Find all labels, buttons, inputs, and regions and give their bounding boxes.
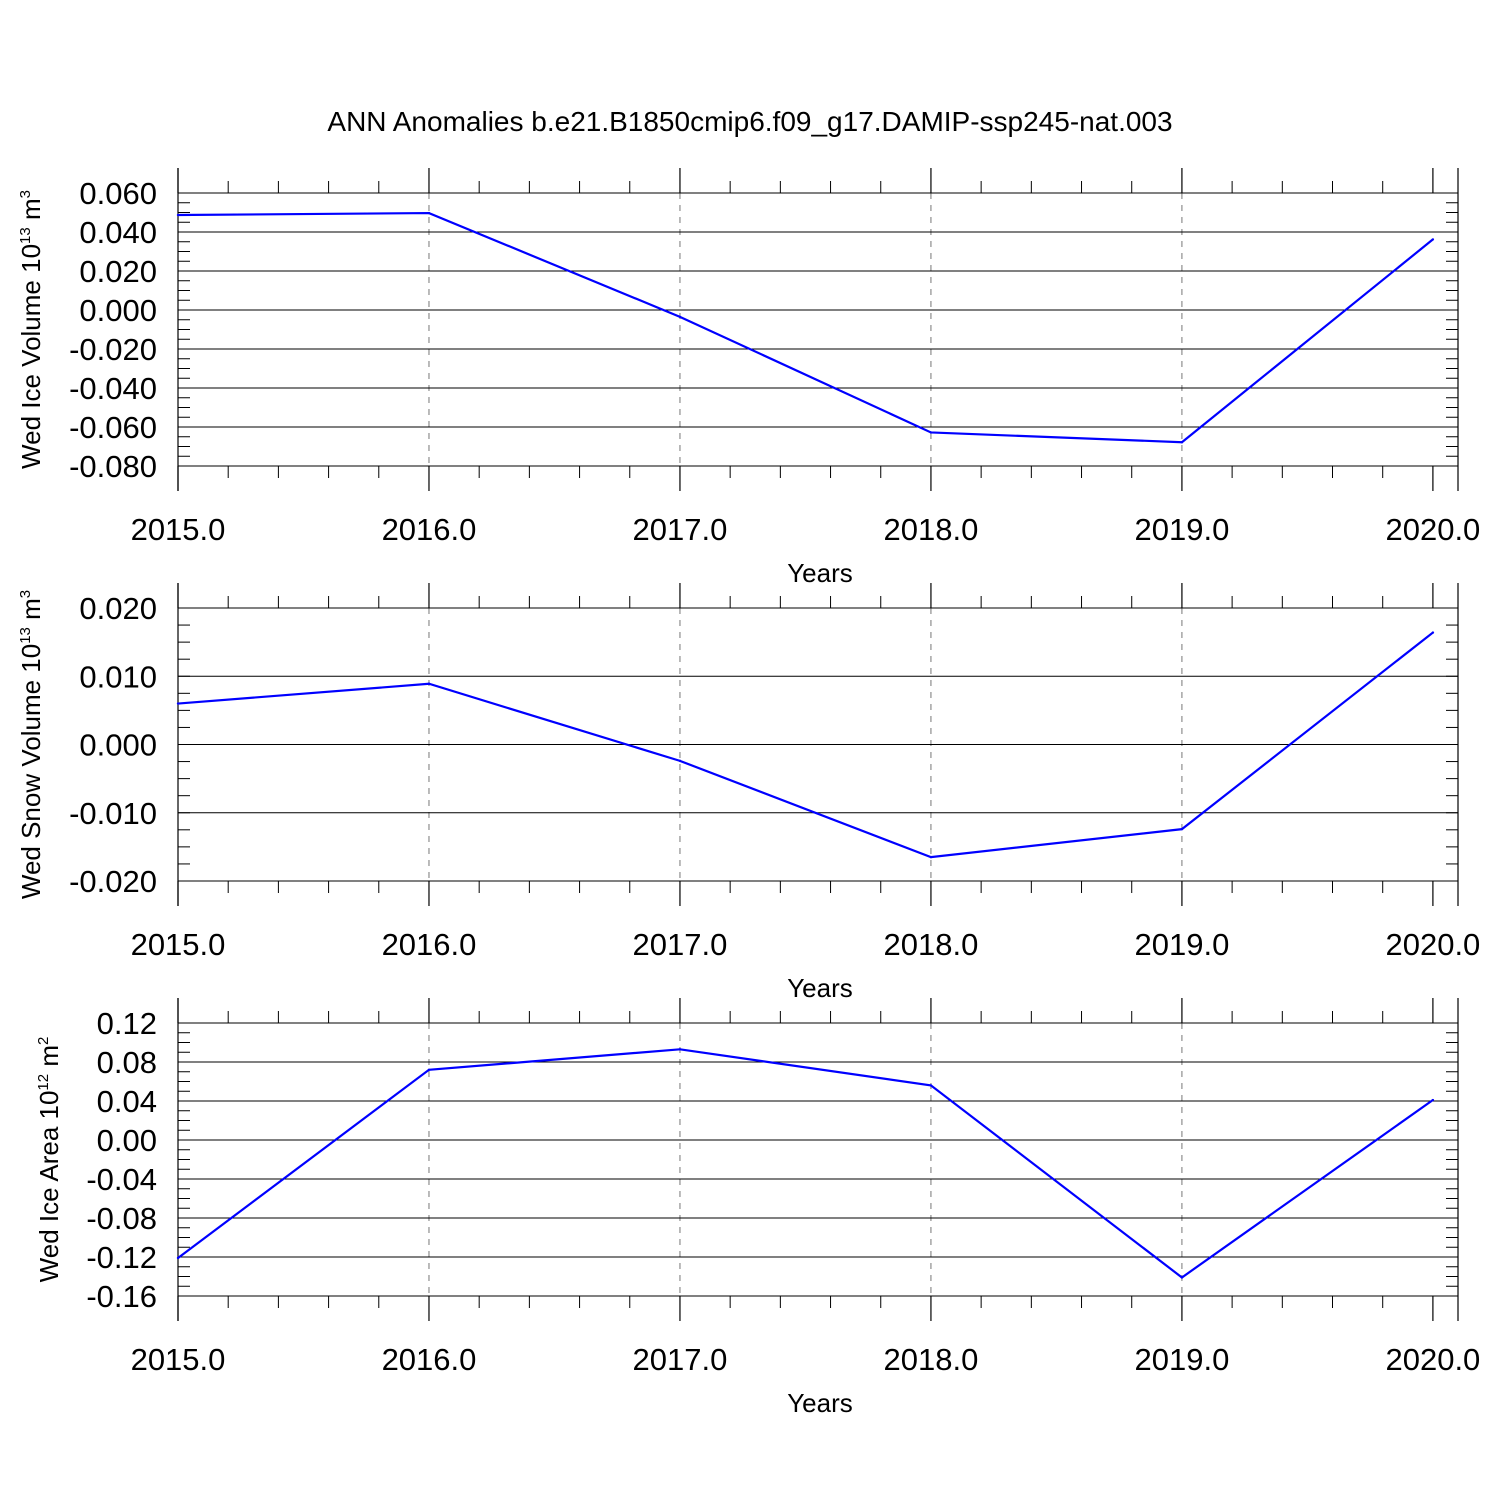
y-tick-label: 0.060 [79, 176, 157, 211]
x-tick-label: 2018.0 [884, 1342, 979, 1377]
data-point [1180, 441, 1184, 444]
y-tick-label: 0.020 [79, 254, 157, 289]
y-tick-label: -0.16 [86, 1279, 157, 1314]
data-point [427, 682, 431, 685]
data-point [1431, 1098, 1435, 1102]
y-axis-title: Wed Ice Volume 1013 m3 [16, 190, 46, 469]
data-point [176, 1256, 180, 1260]
x-tick-label: 2015.0 [131, 927, 226, 962]
y-axis-title-superscript: 13 [17, 627, 34, 644]
x-tick-label: 2017.0 [633, 1342, 728, 1377]
y-axis-title-part: m [16, 198, 46, 227]
y-axis-title-part: Wed Ice Volume 10 [16, 244, 46, 469]
y-tick-label: 0.08 [97, 1045, 157, 1080]
y-tick-label: -0.08 [86, 1201, 157, 1236]
y-tick-label: 0.020 [79, 591, 157, 626]
panel-2: 0.020 0.010 0.000 -0.010 -0.020 2015.0 2016.0 2… [16, 583, 1480, 1003]
data-point [427, 1068, 431, 1072]
y-axis-title-superscript: 2 [35, 1037, 52, 1045]
y-axis-title-part: Wed Ice Area 10 [34, 1091, 64, 1283]
data-point [929, 855, 933, 859]
x-tick-label: 2017.0 [633, 512, 728, 547]
series-line [177, 211, 1434, 444]
panel-1: 0.060 0.040 0.020 0.000 -0.020 -0.040 -0.060 -0… [16, 168, 1480, 588]
x-tick-label: 2016.0 [382, 1342, 477, 1377]
x-tick-label: 2020.0 [1385, 1342, 1480, 1377]
x-axis-title: Years [787, 1388, 853, 1418]
y-tick-label: 0.000 [79, 293, 157, 328]
chart-title: ANN Anomalies b.e21.B1850cmip6.f09_g17.D… [327, 106, 1172, 137]
y-tick-label: 0.04 [97, 1084, 157, 1119]
x-axis-title: Years [787, 558, 853, 588]
data-point [1180, 827, 1184, 831]
y-axis-title-part: m [16, 598, 46, 627]
series-line [177, 631, 1434, 859]
x-tick-label: 2018.0 [884, 512, 979, 547]
x-tick-label: 2020.0 [1385, 927, 1480, 962]
y-tick-label: 0.00 [97, 1123, 157, 1158]
data-point [678, 759, 682, 763]
y-tick-label: -0.060 [69, 410, 157, 445]
panel-3: 0.12 0.08 0.04 0.00 -0.04 -0.08 -0.12 -0.16 2015… [34, 998, 1480, 1418]
x-tick-label: 2019.0 [1135, 1342, 1230, 1377]
data-point [1431, 631, 1435, 634]
data-point [176, 213, 180, 217]
x-tick-label: 2016.0 [382, 927, 477, 962]
y-axis-title-superscript: 3 [17, 190, 34, 198]
data-point [1431, 238, 1435, 241]
x-axis-title: Years [787, 973, 853, 1003]
y-tick-label: 0.000 [79, 728, 157, 763]
y-tick-label: 0.040 [79, 215, 157, 250]
data-point [1180, 1276, 1184, 1279]
series-line [177, 1048, 1434, 1279]
y-tick-label: -0.010 [69, 796, 157, 831]
y-axis-title-superscript: 3 [17, 590, 34, 598]
x-tick-label: 2020.0 [1385, 512, 1480, 547]
data-point [176, 702, 180, 705]
y-tick-label: 0.12 [97, 1006, 157, 1041]
x-tick-label: 2015.0 [131, 1342, 226, 1377]
y-tick-label: 0.010 [79, 659, 157, 694]
y-axis-title-superscript: 13 [17, 227, 34, 244]
data-point [678, 315, 682, 319]
data-point [929, 431, 933, 434]
y-tick-label: -0.040 [69, 371, 157, 406]
data-point [427, 211, 431, 215]
y-tick-label: -0.12 [86, 1240, 157, 1275]
x-tick-label: 2019.0 [1135, 927, 1230, 962]
data-point [929, 1084, 933, 1087]
y-tick-label: -0.020 [69, 332, 157, 367]
y-tick-label: -0.04 [86, 1162, 157, 1197]
y-axis-title-superscript: 12 [35, 1074, 52, 1091]
x-tick-label: 2017.0 [633, 927, 728, 962]
x-tick-label: 2018.0 [884, 927, 979, 962]
data-point [678, 1048, 682, 1051]
y-axis-title-part: m [34, 1045, 64, 1074]
y-tick-label: -0.020 [69, 864, 157, 899]
y-axis-title: Wed Ice Area 1012 m2 [34, 1037, 64, 1283]
y-axis-title: Wed Snow Volume 1013 m3 [16, 590, 46, 899]
y-tick-label: -0.080 [69, 449, 157, 484]
y-axis-title-part: Wed Snow Volume 10 [16, 644, 46, 899]
x-tick-label: 2015.0 [131, 512, 226, 547]
x-tick-label: 2019.0 [1135, 512, 1230, 547]
x-tick-label: 2016.0 [382, 512, 477, 547]
